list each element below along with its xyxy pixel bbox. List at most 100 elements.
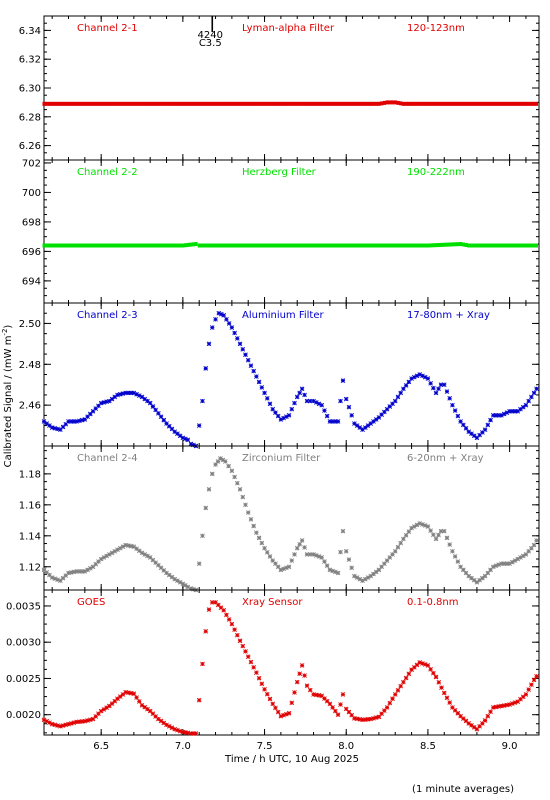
data-point xyxy=(142,552,148,557)
data-point xyxy=(406,379,412,385)
data-point xyxy=(175,578,180,584)
data-point xyxy=(342,243,346,248)
data-point xyxy=(447,542,453,547)
data-point xyxy=(523,692,529,697)
data-point xyxy=(444,389,450,394)
data-point xyxy=(79,417,85,423)
data-point xyxy=(450,705,455,710)
data-point xyxy=(333,708,338,714)
data-point xyxy=(256,535,262,541)
data-point xyxy=(102,243,106,248)
data-point xyxy=(281,712,286,718)
x-tick-label: 9.0 xyxy=(502,741,518,752)
data-point xyxy=(376,567,382,573)
data-point xyxy=(486,101,490,106)
data-point xyxy=(120,692,126,697)
data-point xyxy=(136,393,142,398)
data-point xyxy=(270,406,276,412)
data-point xyxy=(194,101,199,106)
data-point xyxy=(379,412,384,417)
data-point xyxy=(224,101,229,106)
data-point xyxy=(410,101,414,106)
data-point xyxy=(235,101,240,106)
data-point xyxy=(458,713,463,719)
data-point xyxy=(534,538,539,543)
data-point xyxy=(254,670,259,675)
data-point xyxy=(399,101,403,106)
data-point xyxy=(313,400,319,405)
data-point xyxy=(395,687,401,693)
data-point xyxy=(139,550,145,556)
data-point xyxy=(45,243,49,248)
data-point xyxy=(256,675,262,681)
data-point xyxy=(520,694,526,700)
data-point xyxy=(186,242,190,247)
data-point xyxy=(459,101,463,106)
panel-filter-label: Zirconium Filter xyxy=(242,453,321,464)
data-point xyxy=(414,522,420,528)
data-point xyxy=(279,243,283,248)
data-point xyxy=(316,554,322,559)
data-point xyxy=(93,406,99,411)
data-point xyxy=(142,704,148,710)
data-point xyxy=(104,705,109,711)
data-point xyxy=(398,540,404,546)
data-point xyxy=(531,390,537,396)
data-point xyxy=(532,101,536,106)
data-point xyxy=(338,549,343,555)
data-point xyxy=(373,715,379,720)
data-point xyxy=(172,429,178,435)
data-point xyxy=(90,716,96,722)
data-point xyxy=(425,376,431,381)
data-point xyxy=(406,671,412,677)
data-point xyxy=(390,552,395,557)
data-point xyxy=(377,101,381,106)
data-point xyxy=(69,101,73,106)
data-point xyxy=(491,243,495,248)
data-point xyxy=(441,382,447,388)
data-point xyxy=(322,696,327,701)
data-point xyxy=(67,101,71,106)
data-point xyxy=(200,398,205,404)
data-point xyxy=(177,728,183,734)
data-point xyxy=(197,243,201,248)
data-point xyxy=(306,243,310,248)
data-point xyxy=(262,390,267,396)
data-point xyxy=(472,243,476,248)
data-point xyxy=(115,547,120,553)
data-point xyxy=(284,565,289,571)
data-point xyxy=(354,423,360,428)
data-point xyxy=(82,417,88,422)
data-point xyxy=(497,101,501,106)
data-point xyxy=(200,101,204,106)
data-point xyxy=(164,722,169,728)
data-point xyxy=(243,243,248,248)
data-point xyxy=(131,390,137,396)
data-point xyxy=(188,441,194,447)
data-point xyxy=(335,419,341,424)
data-point xyxy=(254,243,259,248)
data-point xyxy=(262,687,267,692)
data-point xyxy=(47,572,52,578)
y-tick-label: 0.0030 xyxy=(6,638,41,649)
data-point xyxy=(496,562,502,568)
data-point xyxy=(365,423,371,428)
data-point xyxy=(41,717,47,723)
data-point xyxy=(488,243,493,248)
data-point xyxy=(208,243,212,248)
data-point xyxy=(52,722,58,728)
data-point xyxy=(496,243,501,248)
data-point xyxy=(526,243,530,248)
data-point xyxy=(410,243,414,248)
data-point xyxy=(431,243,436,248)
data-point xyxy=(314,243,318,248)
data-point xyxy=(460,716,466,721)
data-point xyxy=(360,427,365,432)
data-point xyxy=(260,243,264,248)
data-point xyxy=(482,427,488,432)
data-point xyxy=(434,243,438,248)
data-point xyxy=(68,721,74,726)
data-point xyxy=(58,578,63,584)
data-point xyxy=(520,404,526,410)
data-point xyxy=(472,101,476,106)
